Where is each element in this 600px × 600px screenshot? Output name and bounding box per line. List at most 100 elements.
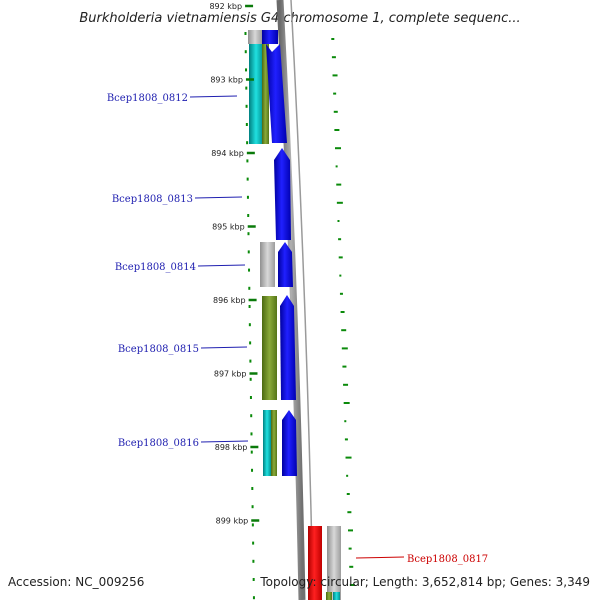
gc-skew-dash <box>248 323 251 327</box>
gene-leader-line <box>197 264 246 267</box>
cog-bar-grey-top <box>248 30 262 44</box>
cog-bar-olive-0812 <box>262 44 269 144</box>
gc-skew-dash <box>347 511 352 514</box>
gene-leader-line <box>194 196 243 199</box>
gc-skew-dash <box>335 165 338 168</box>
gc-skew-dash <box>331 38 335 40</box>
gene-leader-line <box>200 440 249 443</box>
gene-label[interactable]: Bcep1808_0814 <box>115 262 196 273</box>
gc-skew-dash <box>247 232 250 236</box>
cds-top-partial <box>262 30 278 44</box>
gc-skew-dash <box>336 183 342 186</box>
gc-skew-dash <box>344 438 348 441</box>
gc-skew-dash <box>251 468 254 472</box>
gc-skew-dash <box>339 274 342 277</box>
gene-label[interactable]: Bcep1808_0812 <box>107 93 188 104</box>
gene-label[interactable]: Bcep1808_0816 <box>118 438 199 449</box>
gc-skew-dash <box>333 110 338 113</box>
gc-skew-dash <box>337 220 340 222</box>
gc-skew-dash <box>247 214 250 217</box>
gc-skew-dash <box>250 432 253 436</box>
gc-skew-dash <box>334 129 340 131</box>
gc-skew-dash <box>332 74 338 77</box>
gc-skew-dash <box>246 177 249 181</box>
gc-skew-dash <box>251 523 254 527</box>
kbp-tick-label: 899 kbp <box>216 517 249 526</box>
cog-bar-cyan-0817 <box>333 592 340 600</box>
gc-skew-dash <box>252 596 255 600</box>
gc-skew-dash <box>245 86 248 90</box>
gc-skew-dash <box>250 450 253 454</box>
cds-bcep1808-0813 <box>274 148 291 240</box>
gene-callouts: Bcep1808_0812 Bcep1808_0813 Bcep1808_0814 B… <box>107 93 488 565</box>
gc-skew-dash <box>246 141 249 145</box>
gene-leader-line <box>189 95 238 98</box>
kbp-tick-label: 894 kbp <box>211 149 244 158</box>
gc-skew-dash <box>338 238 342 241</box>
gc-skew-dash <box>344 420 347 423</box>
gc-skew-dash <box>249 341 252 345</box>
gc-skew-dash <box>245 123 248 126</box>
cds-bcep1808-0814 <box>278 242 293 287</box>
cds-bcep1808-0816 <box>282 410 297 476</box>
gene-label[interactable]: Bcep1808_0813 <box>112 194 193 205</box>
gc-skew-dash <box>252 541 255 545</box>
gc-skew-track <box>244 32 355 600</box>
gc-skew-dash <box>244 32 247 35</box>
gc-skew-dash <box>347 529 353 532</box>
gc-skew-dash <box>345 456 352 459</box>
gc-skew-dash <box>335 147 342 150</box>
chromosome-backbone-inner <box>290 0 314 600</box>
gc-skew-dash <box>245 104 248 108</box>
gc-skew-dash <box>246 159 249 163</box>
gene-leader-line <box>355 556 405 559</box>
kbp-tick-label: 895 kbp <box>212 223 245 232</box>
gc-skew-dash <box>249 396 252 399</box>
cds-bcep1808-0817 <box>308 526 322 600</box>
cds-bcep1808-0815 <box>280 295 296 400</box>
kbp-tick-label: 893 kbp <box>210 76 243 85</box>
kbp-tick-label: 892 kbp <box>209 2 242 11</box>
gene-label[interactable]: Bcep1808_0815 <box>118 344 199 355</box>
gc-skew-dash <box>250 414 253 418</box>
gc-skew-dash <box>343 402 350 404</box>
gc-skew-dash <box>341 329 347 332</box>
gc-skew-dash <box>338 256 343 259</box>
map-title: Burkholderia vietnamiensis G4 chromosome… <box>79 11 520 26</box>
gc-skew-dash <box>249 359 252 363</box>
gc-skew-dash <box>336 201 343 204</box>
cds-track <box>262 30 322 600</box>
accession-label: Accession: NC_009256 <box>8 575 144 589</box>
kbp-tick-label: 897 kbp <box>214 370 247 379</box>
gc-skew-dash <box>339 292 343 295</box>
cog-bar-cyan-0812 <box>249 44 263 144</box>
gene-label[interactable]: Bcep1808_0817 <box>407 554 488 565</box>
cog-bar-olive-0817 <box>326 592 332 600</box>
gc-skew-dash <box>333 92 337 95</box>
gc-skew-dash <box>346 474 349 477</box>
cog-bar-grey-0814 <box>260 242 275 287</box>
cog-bar-grey-0817 <box>327 526 341 600</box>
gc-skew-dash <box>252 559 255 563</box>
gc-skew-dash <box>343 383 349 386</box>
cog-bar-olive-0816 <box>271 410 277 476</box>
gc-skew-dash <box>251 487 254 490</box>
cog-bar-cyan-0816 <box>263 410 271 476</box>
gc-skew-dash <box>341 347 348 350</box>
gc-skew-dash <box>340 311 345 313</box>
gc-skew-dash <box>331 56 336 59</box>
gene-leader-line <box>200 346 248 349</box>
cog-bar-olive-0815 <box>262 296 277 400</box>
gc-skew-dash <box>346 493 350 495</box>
gc-skew-dash <box>246 195 249 199</box>
gc-skew-dash <box>248 305 251 308</box>
topology-label: Topology: circular; Length: 3,652,814 bp… <box>259 575 590 589</box>
kbp-scale: 892 kbp 893 kbp 894 kbp 895 kbp 896 kbp 897 k… <box>209 2 260 526</box>
gc-skew-dash <box>244 50 247 54</box>
chromosome-backbone <box>276 0 306 600</box>
kbp-tick-label: 898 kbp <box>215 443 248 452</box>
gc-skew-dash <box>248 268 251 272</box>
gc-skew-dash <box>247 250 250 254</box>
gc-skew-dash <box>348 547 352 550</box>
